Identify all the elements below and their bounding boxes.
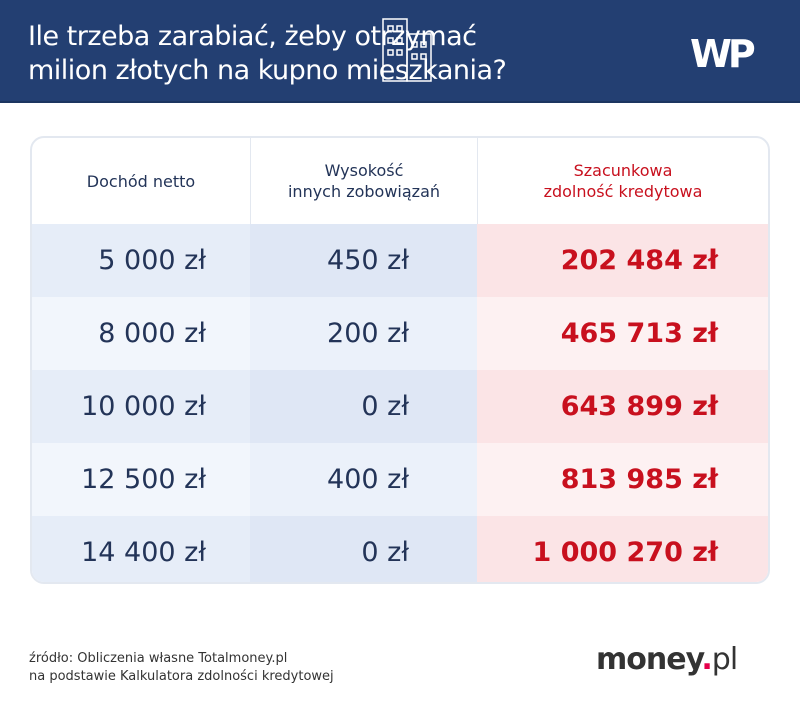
income-cell: 12 500 zł <box>32 443 250 516</box>
table-row: 10 000 zł 0 zł 643 899 zł <box>32 370 768 443</box>
header-banner: Ile trzeba zarabiać, żeby otrzymać milio… <box>0 0 800 103</box>
source-line-1: źródło: Obliczenia własne Totalmoney.pl <box>29 651 288 666</box>
income-cell: 14 400 zł <box>32 516 250 582</box>
table-row: 14 400 zł 0 zł 1 000 270 zł <box>32 516 768 582</box>
table-row: 5 000 zł 450 zł 202 484 zł <box>32 224 768 297</box>
column-header-credit-capacity: Szacunkowa zdolność kredytowa <box>477 138 768 224</box>
obligations-cell: 400 zł <box>250 443 477 516</box>
header-text: zdolność kredytowa <box>543 182 703 201</box>
logo-tld: pl <box>711 642 738 677</box>
credit-capacity-cell: 202 484 zł <box>477 224 768 297</box>
building-icon <box>382 18 432 82</box>
credit-capacity-cell: 643 899 zł <box>477 370 768 443</box>
column-header-obligations: Wysokość innych zobowiązań <box>250 138 477 224</box>
data-table: Dochód netto Wysokość innych zobowiązań S… <box>30 136 770 584</box>
obligations-cell: 200 zł <box>250 297 477 370</box>
header-text: Szacunkowa <box>573 161 673 180</box>
source-line-2: na podstawie Kalkulatora zdolności kredy… <box>29 669 334 684</box>
money-pl-logo: money.pl <box>596 642 738 677</box>
income-cell: 5 000 zł <box>32 224 250 297</box>
obligations-cell: 450 zł <box>250 224 477 297</box>
logo-main: money <box>596 642 702 677</box>
income-cell: 8 000 zł <box>32 297 250 370</box>
table-row: 8 000 zł 200 zł 465 713 zł <box>32 297 768 370</box>
header-text: Dochód netto <box>86 171 196 191</box>
credit-capacity-cell: 465 713 zł <box>477 297 768 370</box>
income-cell: 10 000 zł <box>32 370 250 443</box>
header-text: innych zobowiązań <box>287 182 441 201</box>
table-header-row: Dochód netto Wysokość innych zobowiązań S… <box>32 138 768 224</box>
wp-logo: WP <box>690 32 756 76</box>
column-header-income: Dochód netto <box>32 138 250 224</box>
obligations-cell: 0 zł <box>250 370 477 443</box>
logo-dot: . <box>701 642 712 677</box>
obligations-cell: 0 zł <box>250 516 477 582</box>
credit-capacity-cell: 1 000 270 zł <box>477 516 768 582</box>
header-text: Wysokość <box>324 161 404 180</box>
table-row: 12 500 zł 400 zł 813 985 zł <box>32 443 768 516</box>
credit-capacity-cell: 813 985 zł <box>477 443 768 516</box>
source-note: źródło: Obliczenia własne Totalmoney.pl … <box>29 650 334 686</box>
